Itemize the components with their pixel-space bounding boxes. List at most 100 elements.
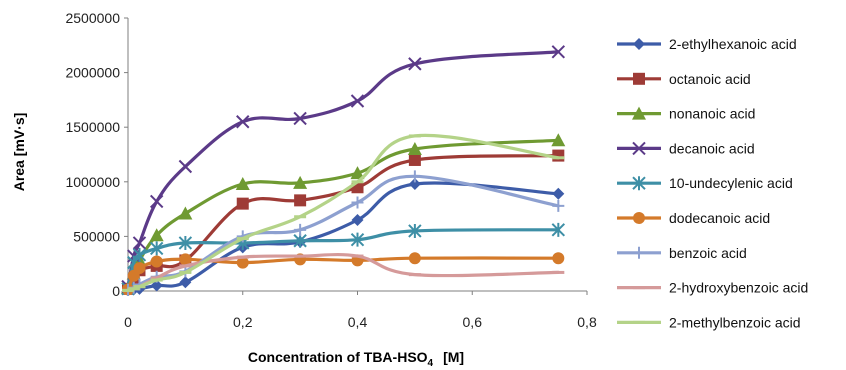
y-tick-label: 1000000 <box>65 174 120 190</box>
legend-item: nonanoic acid <box>617 106 755 122</box>
data-point <box>552 156 565 160</box>
x-tick-labels: 0 0,2 0,4 0,6 0,8 <box>124 291 597 330</box>
data-point <box>408 273 421 277</box>
data-point <box>351 214 364 227</box>
series-2-methylbenzoic-acid <box>122 133 565 293</box>
data-point <box>408 177 421 190</box>
data-point <box>351 180 364 184</box>
y-tick-label: 2000000 <box>65 65 120 81</box>
legend-label: octanoic acid <box>669 71 751 87</box>
data-point <box>127 287 140 291</box>
data-point <box>149 194 164 209</box>
y-tick-label: 1500000 <box>65 119 120 135</box>
data-point <box>294 215 307 219</box>
data-point <box>294 254 307 258</box>
legend-item: decanoic acid <box>617 140 755 156</box>
data-point <box>179 253 192 266</box>
data-point <box>178 235 193 250</box>
legend-marker <box>633 72 645 85</box>
data-point <box>236 255 249 259</box>
legend-label: 2-hydroxybenzoic acid <box>669 280 808 296</box>
data-point <box>408 134 421 138</box>
legend-marker <box>633 38 645 50</box>
data-point <box>236 256 249 269</box>
x-axis-title-subscript: 4 <box>428 358 434 369</box>
legend-label: 2-methylbenzoic acid <box>669 314 801 330</box>
data-point <box>293 233 307 248</box>
data-point <box>149 241 164 256</box>
data-point <box>293 175 308 189</box>
legend-item: 10-undecylenic acid <box>617 175 793 191</box>
data-point <box>132 236 147 250</box>
data-point <box>179 270 192 274</box>
legend: 2-ethylhexanoic acid octanoic acid nonanoi… <box>617 36 808 330</box>
data-point <box>408 170 421 183</box>
data-point <box>150 278 163 282</box>
data-point <box>350 232 365 247</box>
legend-label: decanoic acid <box>669 140 755 156</box>
data-point <box>122 288 134 292</box>
legend-label: nonanoic acid <box>669 106 755 122</box>
data-point <box>350 166 365 180</box>
data-point <box>551 222 566 237</box>
data-point <box>351 254 364 258</box>
data-point <box>178 159 193 174</box>
legend-label: 2-ethylhexanoic acid <box>669 36 797 52</box>
data-point <box>552 270 565 274</box>
legend-label: 10-undecylenic acid <box>669 175 793 191</box>
legend-marker <box>632 141 646 156</box>
x-tick-label: 0,4 <box>348 314 368 330</box>
data-point <box>551 45 566 59</box>
legend-label: dodecanoic acid <box>669 210 770 226</box>
data-point <box>133 262 146 275</box>
data-point <box>150 255 163 268</box>
data-point <box>133 285 146 289</box>
legend-marker <box>633 286 645 290</box>
data-point <box>179 276 192 289</box>
legend-marker <box>633 320 645 324</box>
y-axis: 0 500000 1000000 1500000 2000000 2500000 <box>65 10 129 299</box>
legend-item: dodecanoic acid <box>617 210 770 226</box>
series-benzoic-acid <box>122 170 565 296</box>
data-point <box>293 111 307 126</box>
x-axis-title-main: Concentration of TBA-HSO <box>248 349 428 365</box>
data-point <box>408 153 421 166</box>
x-axis-title: Concentration of TBA-HSO4 [M] <box>248 349 464 369</box>
data-point <box>235 176 250 190</box>
y-tick-label: 500000 <box>73 228 120 244</box>
y-tick-label: 2500000 <box>65 10 120 26</box>
data-point <box>351 196 364 209</box>
data-point <box>236 115 250 129</box>
y-axis-title: Area [mV·s] <box>11 113 27 192</box>
data-point <box>132 247 147 262</box>
data-point <box>150 276 163 280</box>
x-tick-label: 0,2 <box>233 314 253 330</box>
legend-item: benzoic acid <box>617 245 747 261</box>
data-point <box>551 133 566 147</box>
data-point <box>149 228 164 242</box>
data-point <box>552 252 565 265</box>
legend-label: benzoic acid <box>669 245 747 261</box>
legend-item: octanoic acid <box>617 71 751 87</box>
y-tick-label: 0 <box>112 283 120 299</box>
series-2-ethylhexanoic-acid <box>122 177 565 296</box>
data-point <box>179 264 192 268</box>
data-point <box>552 187 565 200</box>
legend-marker <box>632 106 646 120</box>
data-point <box>407 142 422 156</box>
x-tick-label: 0,6 <box>463 314 483 330</box>
legend-item: 2-hydroxybenzoic acid <box>617 280 808 296</box>
y-tick-labels: 0 500000 1000000 1500000 2000000 2500000 <box>65 10 128 299</box>
data-point <box>408 223 422 238</box>
data-point <box>294 223 307 236</box>
data-point <box>236 197 249 210</box>
x-tick-label: 0 <box>124 314 132 330</box>
data-point <box>408 57 422 71</box>
x-tick-label: 0,8 <box>577 314 597 330</box>
legend-marker <box>633 246 645 259</box>
data-point <box>178 206 193 220</box>
legend-marker <box>632 176 646 191</box>
data-point <box>236 237 249 241</box>
data-point <box>408 252 421 265</box>
